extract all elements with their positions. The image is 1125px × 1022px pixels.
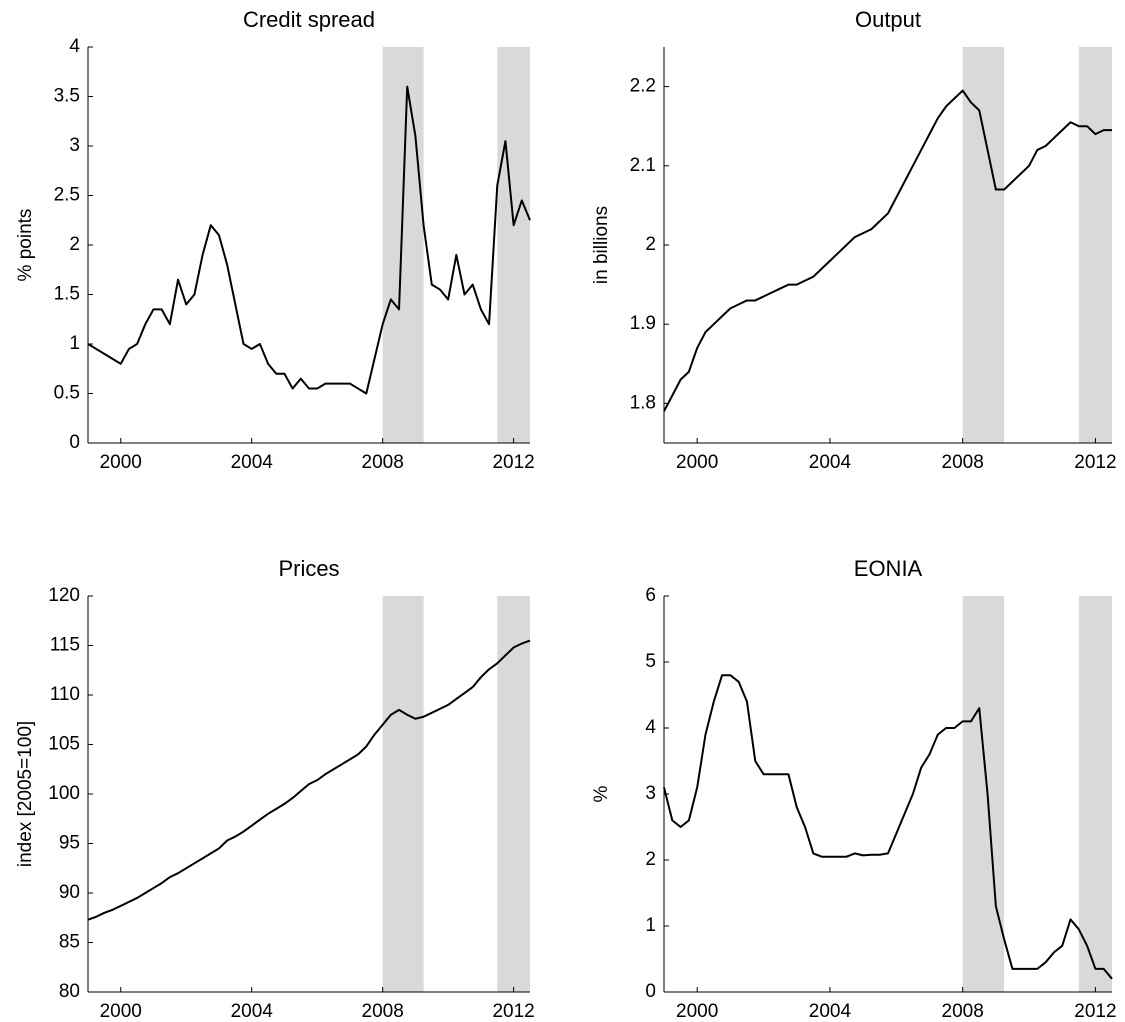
x-tick-label: 2004	[809, 1001, 852, 1022]
y-axis-label: in billions	[591, 206, 612, 284]
chart-title: Output	[855, 7, 921, 32]
y-tick-label: 95	[59, 833, 80, 854]
y-tick-label: 100	[48, 783, 80, 804]
x-tick-label: 2012	[1074, 1001, 1116, 1022]
y-axis-label: %	[591, 785, 612, 802]
shaded-band	[1078, 596, 1112, 992]
y-tick-label: 3	[645, 783, 656, 804]
y-tick-label: 0.5	[54, 383, 80, 404]
data-line	[663, 674, 1113, 980]
subplot: 0 0.5 1 1.5 2 2.5 3 3.5 4 2000 2004 2008 2012 Credit …	[15, 7, 535, 473]
x-tick-label: 2004	[231, 452, 274, 473]
y-tick-label: 105	[48, 734, 80, 755]
x-tick-label: 2000	[100, 1001, 142, 1022]
y-tick-label: 3.5	[54, 86, 80, 107]
x-tick-label: 2012	[1074, 452, 1116, 473]
shaded-band	[382, 47, 424, 443]
shaded-band	[497, 47, 530, 443]
y-tick-label: 90	[59, 882, 80, 903]
y-tick-label: 4	[645, 717, 656, 738]
y-tick-label: 2	[645, 234, 656, 255]
data-line	[87, 85, 531, 395]
y-tick-label: 0	[645, 981, 656, 1002]
y-tick-label: 120	[48, 585, 80, 606]
chart-title: Credit spread	[243, 7, 375, 32]
y-axis-label: index [2005=100]	[15, 721, 36, 867]
y-tick-label: 6	[645, 585, 656, 606]
shaded-band	[497, 596, 530, 992]
y-tick-label: 1	[645, 915, 656, 936]
y-tick-label: 1.9	[630, 313, 656, 334]
y-tick-label: 1	[69, 333, 80, 354]
y-tick-label: 4	[69, 36, 80, 57]
x-tick-label: 2000	[100, 452, 142, 473]
y-tick-label: 5	[645, 651, 656, 672]
x-tick-label: 2008	[942, 452, 984, 473]
x-tick-label: 2000	[676, 1001, 718, 1022]
shaded-band	[962, 596, 1005, 992]
y-tick-label: 115	[50, 635, 80, 656]
x-tick-label: 2004	[809, 452, 852, 473]
x-tick-label: 2004	[231, 1001, 274, 1022]
x-tick-label: 2008	[362, 1001, 404, 1022]
y-tick-label: 2.5	[54, 185, 80, 206]
data-line	[87, 639, 531, 921]
x-tick-label: 2008	[362, 452, 404, 473]
y-tick-label: 110	[50, 684, 80, 705]
shaded-band	[962, 47, 1005, 443]
x-tick-label: 2012	[492, 452, 534, 473]
y-tick-label: 85	[59, 932, 80, 953]
shaded-band	[1078, 47, 1112, 443]
data-line	[663, 89, 1112, 412]
y-tick-label: 1.8	[630, 392, 656, 413]
y-tick-label: 2	[69, 234, 80, 255]
x-tick-label: 2000	[676, 452, 718, 473]
chart-title: EONIA	[854, 556, 923, 581]
y-tick-label: 80	[59, 981, 80, 1002]
subplot: 1.8 1.9 2 2.1 2.2 2000 2004 2008 2012 Output in bi…	[591, 7, 1117, 473]
subplot: 0 1 2 3 4 5 6 2000 2004 2008 2012 EONIA%	[591, 556, 1117, 1022]
y-axis-label: % points	[15, 209, 36, 282]
chart-title: Prices	[278, 556, 339, 581]
x-tick-label: 2012	[492, 1001, 534, 1022]
shaded-band	[382, 596, 424, 992]
x-tick-label: 2008	[942, 1001, 984, 1022]
y-tick-label: 2.2	[630, 76, 656, 97]
y-tick-label: 0	[69, 432, 80, 453]
y-tick-label: 2	[645, 849, 656, 870]
y-tick-label: 2.1	[630, 155, 656, 176]
y-tick-label: 1.5	[54, 284, 80, 305]
y-tick-label: 3	[69, 135, 80, 156]
subplot: 80 85 90 95 100 105 110 115 120 2000 2004 2008 2012 P…	[15, 556, 535, 1022]
